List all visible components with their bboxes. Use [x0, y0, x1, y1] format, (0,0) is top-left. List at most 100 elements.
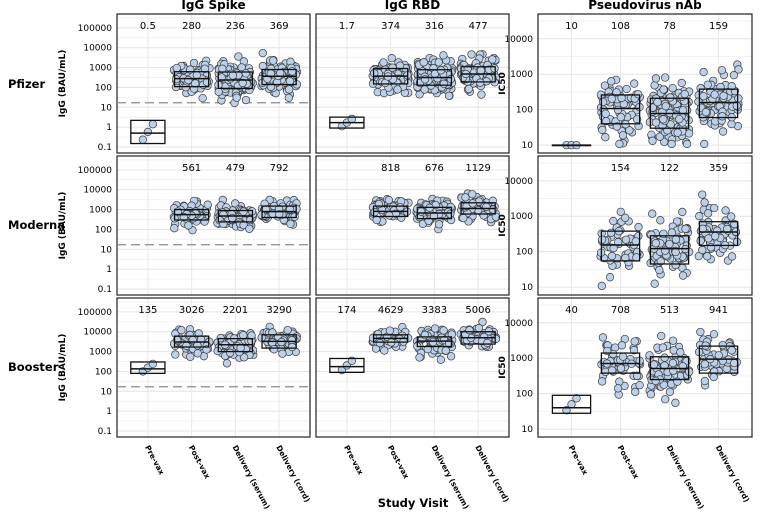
gm-value-label: 108 — [611, 21, 630, 32]
data-point — [681, 224, 690, 233]
x-tick-label: Delivery (cord) — [274, 444, 312, 504]
data-point — [607, 251, 617, 261]
data-point — [665, 239, 674, 249]
data-point — [200, 64, 210, 73]
data-point — [184, 75, 193, 85]
gm-value-label: 122 — [660, 163, 679, 174]
y-tick-label: 0.1 — [98, 427, 112, 437]
y-tick-label: 10 — [101, 103, 113, 113]
data-point — [633, 90, 643, 99]
data-point — [385, 326, 395, 335]
y-tick-label: 10 — [101, 387, 113, 397]
data-point — [622, 84, 631, 94]
data-point — [671, 260, 680, 270]
data-point — [444, 91, 454, 101]
y-tick-label: 10 — [101, 245, 113, 255]
y-tick-label: 100000 — [78, 166, 113, 176]
data-point — [709, 372, 718, 382]
x-tick-label: Delivery (cord) — [473, 444, 511, 504]
gm-value-label: 236 — [226, 21, 245, 32]
data-point — [459, 213, 468, 223]
row-label: Booster — [8, 360, 59, 374]
data-point — [696, 84, 705, 93]
data-point — [634, 222, 643, 232]
data-point — [734, 94, 743, 103]
data-point — [699, 67, 708, 77]
data-point — [606, 228, 616, 238]
panel-frame — [315, 297, 510, 438]
data-point — [430, 324, 440, 333]
column-title: IgG RBD — [385, 0, 440, 12]
data-point — [186, 352, 195, 361]
data-point — [718, 127, 728, 136]
data-point — [285, 85, 294, 94]
data-point — [730, 358, 739, 368]
gm-value-label: 316 — [425, 21, 444, 32]
gm-value-label: 135 — [138, 305, 157, 316]
data-point — [461, 193, 470, 202]
data-point — [727, 82, 736, 91]
data-point — [616, 112, 626, 122]
data-point — [612, 122, 621, 131]
data-point — [290, 212, 299, 221]
data-point — [671, 247, 680, 257]
data-point — [269, 345, 279, 354]
panel-pfizer-igg-spike: 100000 10000 1000 100 10 1 0.1 IgG (BAU/mL) 0.5 2… — [8, 0, 311, 154]
data-point — [605, 273, 615, 282]
data-point — [700, 139, 709, 149]
data-point — [721, 206, 730, 215]
data-point — [228, 71, 237, 80]
data-point — [572, 394, 581, 403]
data-point — [465, 326, 474, 335]
data-point — [696, 327, 705, 337]
column-title: Pseudovirus nAb — [588, 0, 702, 12]
y-axis-label: IC50 — [498, 356, 508, 378]
data-point — [718, 340, 727, 350]
x-tick-label: Delivery (serum) — [231, 444, 272, 511]
data-point — [241, 95, 251, 105]
panel-moderna-igg-spike: 100000 10000 1000 100 10 1 0.1 IgG (BAU/mL) 561 4… — [8, 155, 311, 296]
y-tick-label: 1000 — [510, 354, 533, 364]
data-point — [694, 251, 703, 261]
data-point — [478, 317, 487, 327]
data-point — [660, 361, 669, 370]
y-tick-label: 0.1 — [98, 143, 112, 153]
data-point — [631, 237, 640, 246]
gm-value-label: 2201 — [223, 305, 248, 316]
data-point — [600, 81, 610, 90]
panel-frame — [315, 13, 510, 154]
data-point — [415, 353, 424, 362]
data-point — [665, 387, 675, 396]
data-point — [172, 63, 181, 73]
data-point — [727, 252, 737, 261]
data-point — [420, 85, 429, 94]
gm-value-label: 3383 — [422, 305, 447, 316]
data-point — [656, 216, 665, 225]
data-point — [245, 224, 254, 233]
data-point — [380, 346, 389, 355]
data-point — [630, 79, 639, 88]
data-point — [200, 217, 209, 226]
data-point — [597, 377, 607, 386]
data-point — [239, 331, 248, 340]
data-point — [238, 78, 247, 88]
data-point — [198, 93, 207, 103]
panel-frame — [116, 13, 311, 154]
data-point — [617, 93, 626, 103]
data-point — [476, 78, 485, 87]
data-point — [699, 92, 708, 101]
data-point — [597, 235, 607, 244]
data-point — [599, 97, 608, 107]
data-point — [684, 129, 694, 138]
data-point — [650, 81, 659, 90]
data-point — [655, 132, 664, 141]
data-point — [375, 338, 385, 348]
data-point — [621, 213, 630, 222]
data-point — [659, 85, 668, 94]
data-point — [446, 352, 456, 361]
y-tick-label: 10000 — [83, 186, 112, 196]
data-point — [420, 330, 430, 340]
data-point — [659, 115, 668, 124]
data-point — [614, 238, 623, 247]
